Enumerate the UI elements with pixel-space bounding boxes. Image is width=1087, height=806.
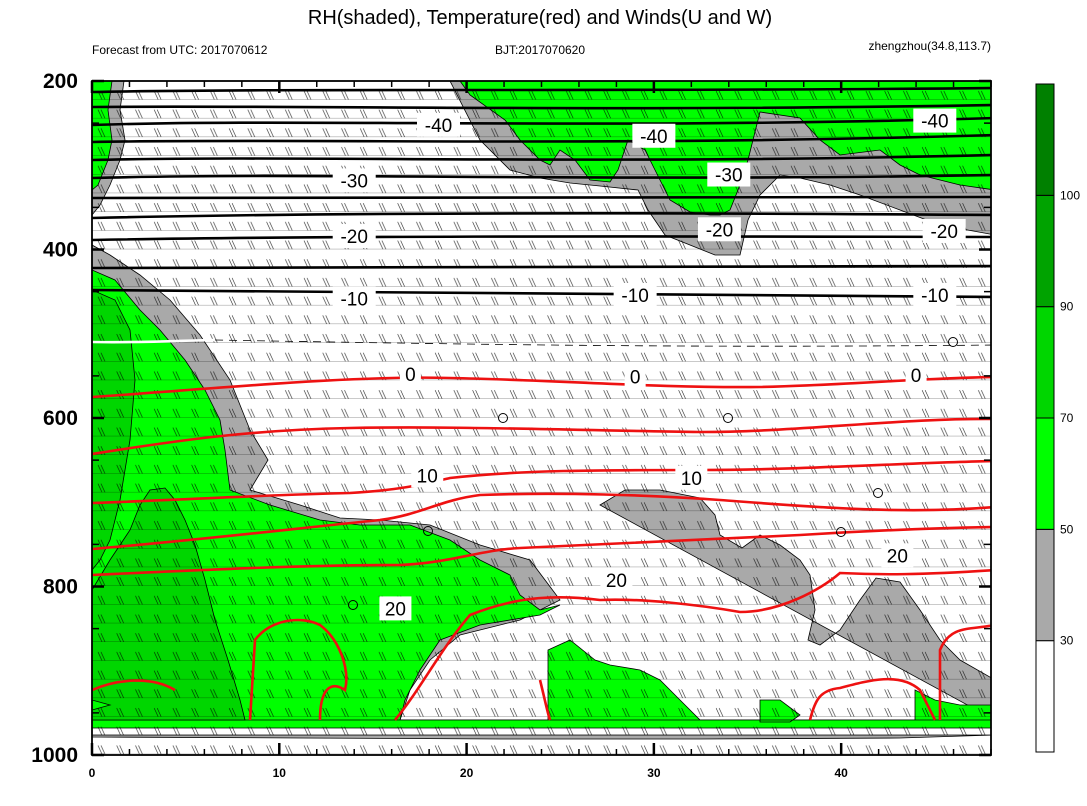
colorbar-label: 50 (1060, 522, 1074, 536)
contour-label-box (707, 162, 751, 187)
contour-label: -30 (340, 171, 367, 192)
contour-label-box (913, 282, 957, 307)
contour-label-box (905, 363, 927, 388)
contour-label: -20 (706, 220, 733, 241)
x-tick-label: 40 (834, 766, 848, 780)
contour-label: 0 (630, 368, 641, 389)
y-tick-label: 800 (43, 576, 78, 599)
center-string: BJT:2017070620 (495, 43, 585, 57)
temperature-contours-black (92, 86, 991, 299)
x-tick-label: 10 (273, 766, 287, 780)
contour-label: -40 (921, 112, 948, 133)
contour-label: 20 (385, 599, 406, 620)
contour-label: -20 (930, 222, 957, 243)
contour-labels: -40 -40 -40 -30 -30 -20 -20 -20 -10 -10 -10 0 0 0 10 10… (332, 108, 966, 621)
x-tick-label: 0 (89, 766, 96, 780)
colorbar-box (1035, 417, 1055, 530)
calm-markers (348, 337, 958, 610)
contour-label: 0 (911, 366, 922, 387)
contour-label-box (613, 282, 657, 307)
colorbar-box (1035, 528, 1055, 642)
x-tick-label: 20 (460, 766, 474, 780)
right-string: zhengzhou(34.8,113.7) (868, 39, 991, 53)
contour-label: -10 (621, 286, 648, 307)
wind-barbs (92, 81, 991, 755)
contour-label: 0 (405, 365, 416, 386)
colorbar: 30 50 70 90 100 (1035, 83, 1080, 753)
chart-title: RH(shaded), Temperature(red) and Winds(U… (308, 7, 772, 29)
y-tick-label: 200 (43, 70, 78, 93)
y-tick-label: 1000 (31, 744, 78, 767)
contour-label-box (332, 168, 376, 193)
contour-label-box (675, 465, 708, 490)
contour-label-box (913, 108, 957, 133)
contour-label-box (411, 463, 444, 488)
contour-label: 10 (417, 466, 438, 487)
colorbar-label: 30 (1060, 634, 1074, 648)
colorbar-label: 100 (1060, 188, 1080, 202)
temperature-contours-red (92, 375, 991, 721)
y-tick-label: 400 (43, 239, 78, 262)
zero-contour-dashed (214, 339, 991, 347)
contour-label-box (922, 218, 966, 243)
contour-label-box (399, 362, 421, 387)
contour-label: -10 (921, 286, 948, 307)
contour-label: -10 (340, 289, 367, 310)
plot-area: -40 -40 -40 -30 -30 -20 -20 -20 -10 -10 -10 0 0 0 10 10… (92, 81, 991, 755)
contour-label-box (697, 217, 741, 242)
contour-label: -40 (640, 127, 667, 148)
contour-label-box (881, 543, 914, 568)
zero-contour (92, 338, 216, 344)
colorbar-box (1035, 83, 1055, 196)
left-string: Forecast from UTC: 2017070612 (92, 43, 268, 57)
contour-label: -20 (340, 227, 367, 248)
contour-label-box (600, 567, 633, 592)
contour-label-box (632, 123, 676, 148)
colorbar-box (1035, 306, 1055, 419)
colorbar-label: 90 (1060, 300, 1074, 314)
colorbar-box (1035, 640, 1055, 753)
contour-label-box (332, 224, 376, 249)
contour-label-box (332, 286, 376, 311)
contour-label: 20 (887, 546, 908, 567)
contour-label: 10 (681, 469, 702, 490)
contour-label: -40 (425, 116, 452, 137)
contour-label-box (624, 364, 646, 389)
contour-label-box (379, 596, 412, 621)
contour-label-box (416, 112, 460, 137)
x-tick-label: 30 (647, 766, 661, 780)
contour-label: -30 (715, 166, 742, 187)
contour-label: 20 (606, 571, 627, 592)
y-tick-label: 600 (43, 407, 78, 430)
colorbar-label: 70 (1060, 411, 1074, 425)
colorbar-box (1035, 194, 1055, 308)
